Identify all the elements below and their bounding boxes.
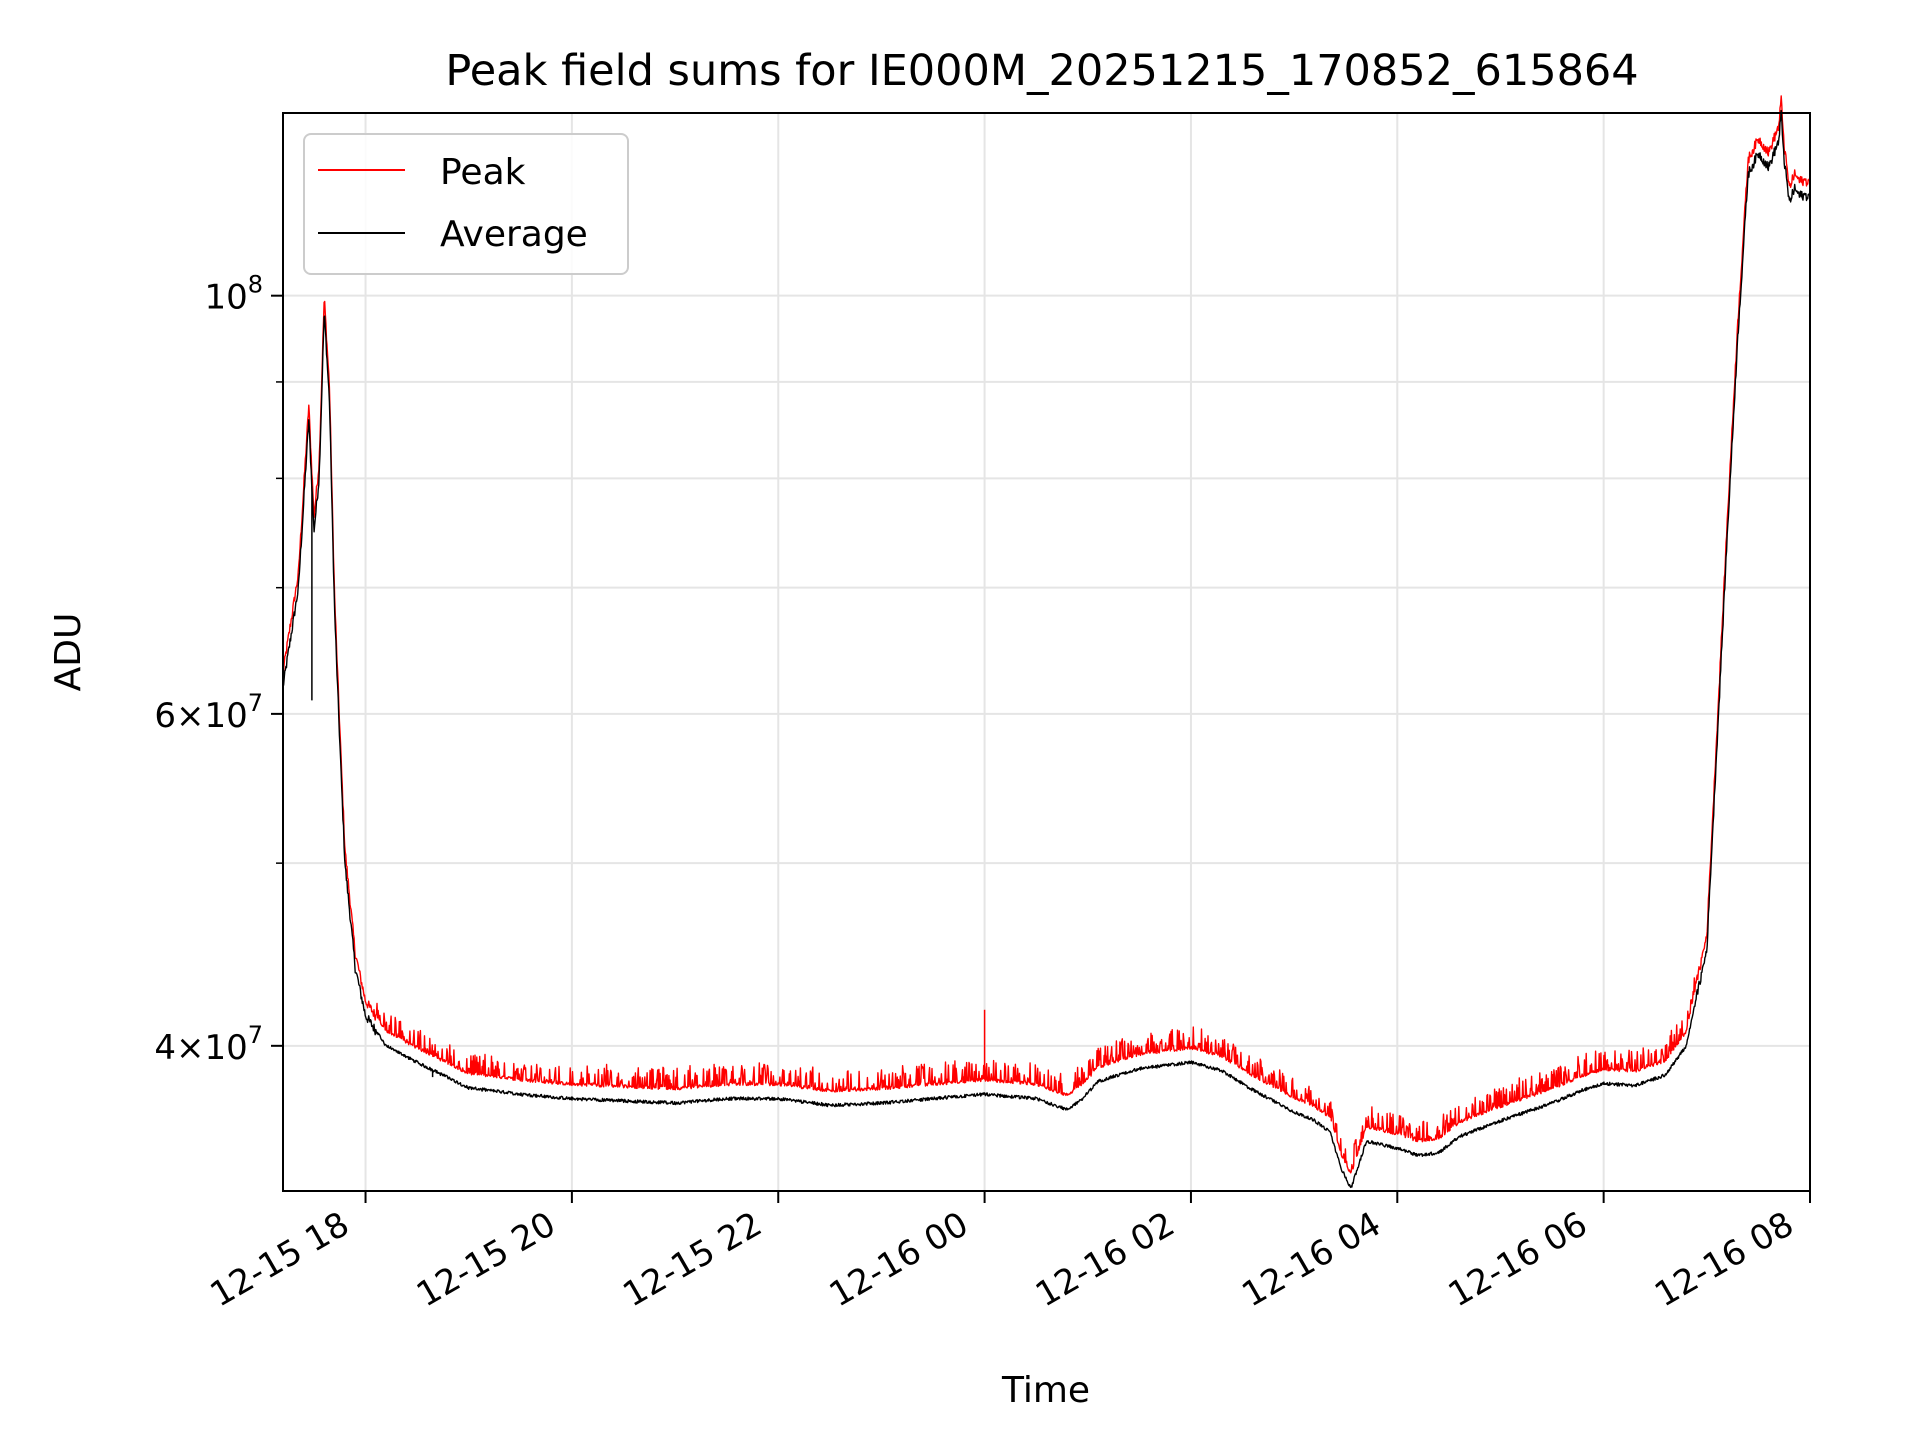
- y-tick-label: 6×107: [154, 689, 263, 736]
- legend-average-label: Average: [440, 214, 588, 255]
- x-axis-label: Time: [1001, 1370, 1090, 1411]
- y-tick-label: 4×107: [154, 1021, 263, 1068]
- series-average-line: [282, 109, 1811, 1189]
- plot-area-frame: [282, 112, 1811, 1192]
- chart-title: Peak field sums for IE000M_20251215_1708…: [445, 46, 1638, 96]
- plot-lines: [282, 95, 1811, 1189]
- series-peak-line: [282, 95, 1811, 1174]
- y-tick-label: 108: [204, 271, 263, 318]
- legend: Peak Average: [303, 133, 629, 275]
- y-axis: 108 6×107 4×107: [154, 271, 283, 1068]
- y-axis-label: ADU: [48, 613, 89, 692]
- legend-peak-label: Peak: [440, 152, 526, 193]
